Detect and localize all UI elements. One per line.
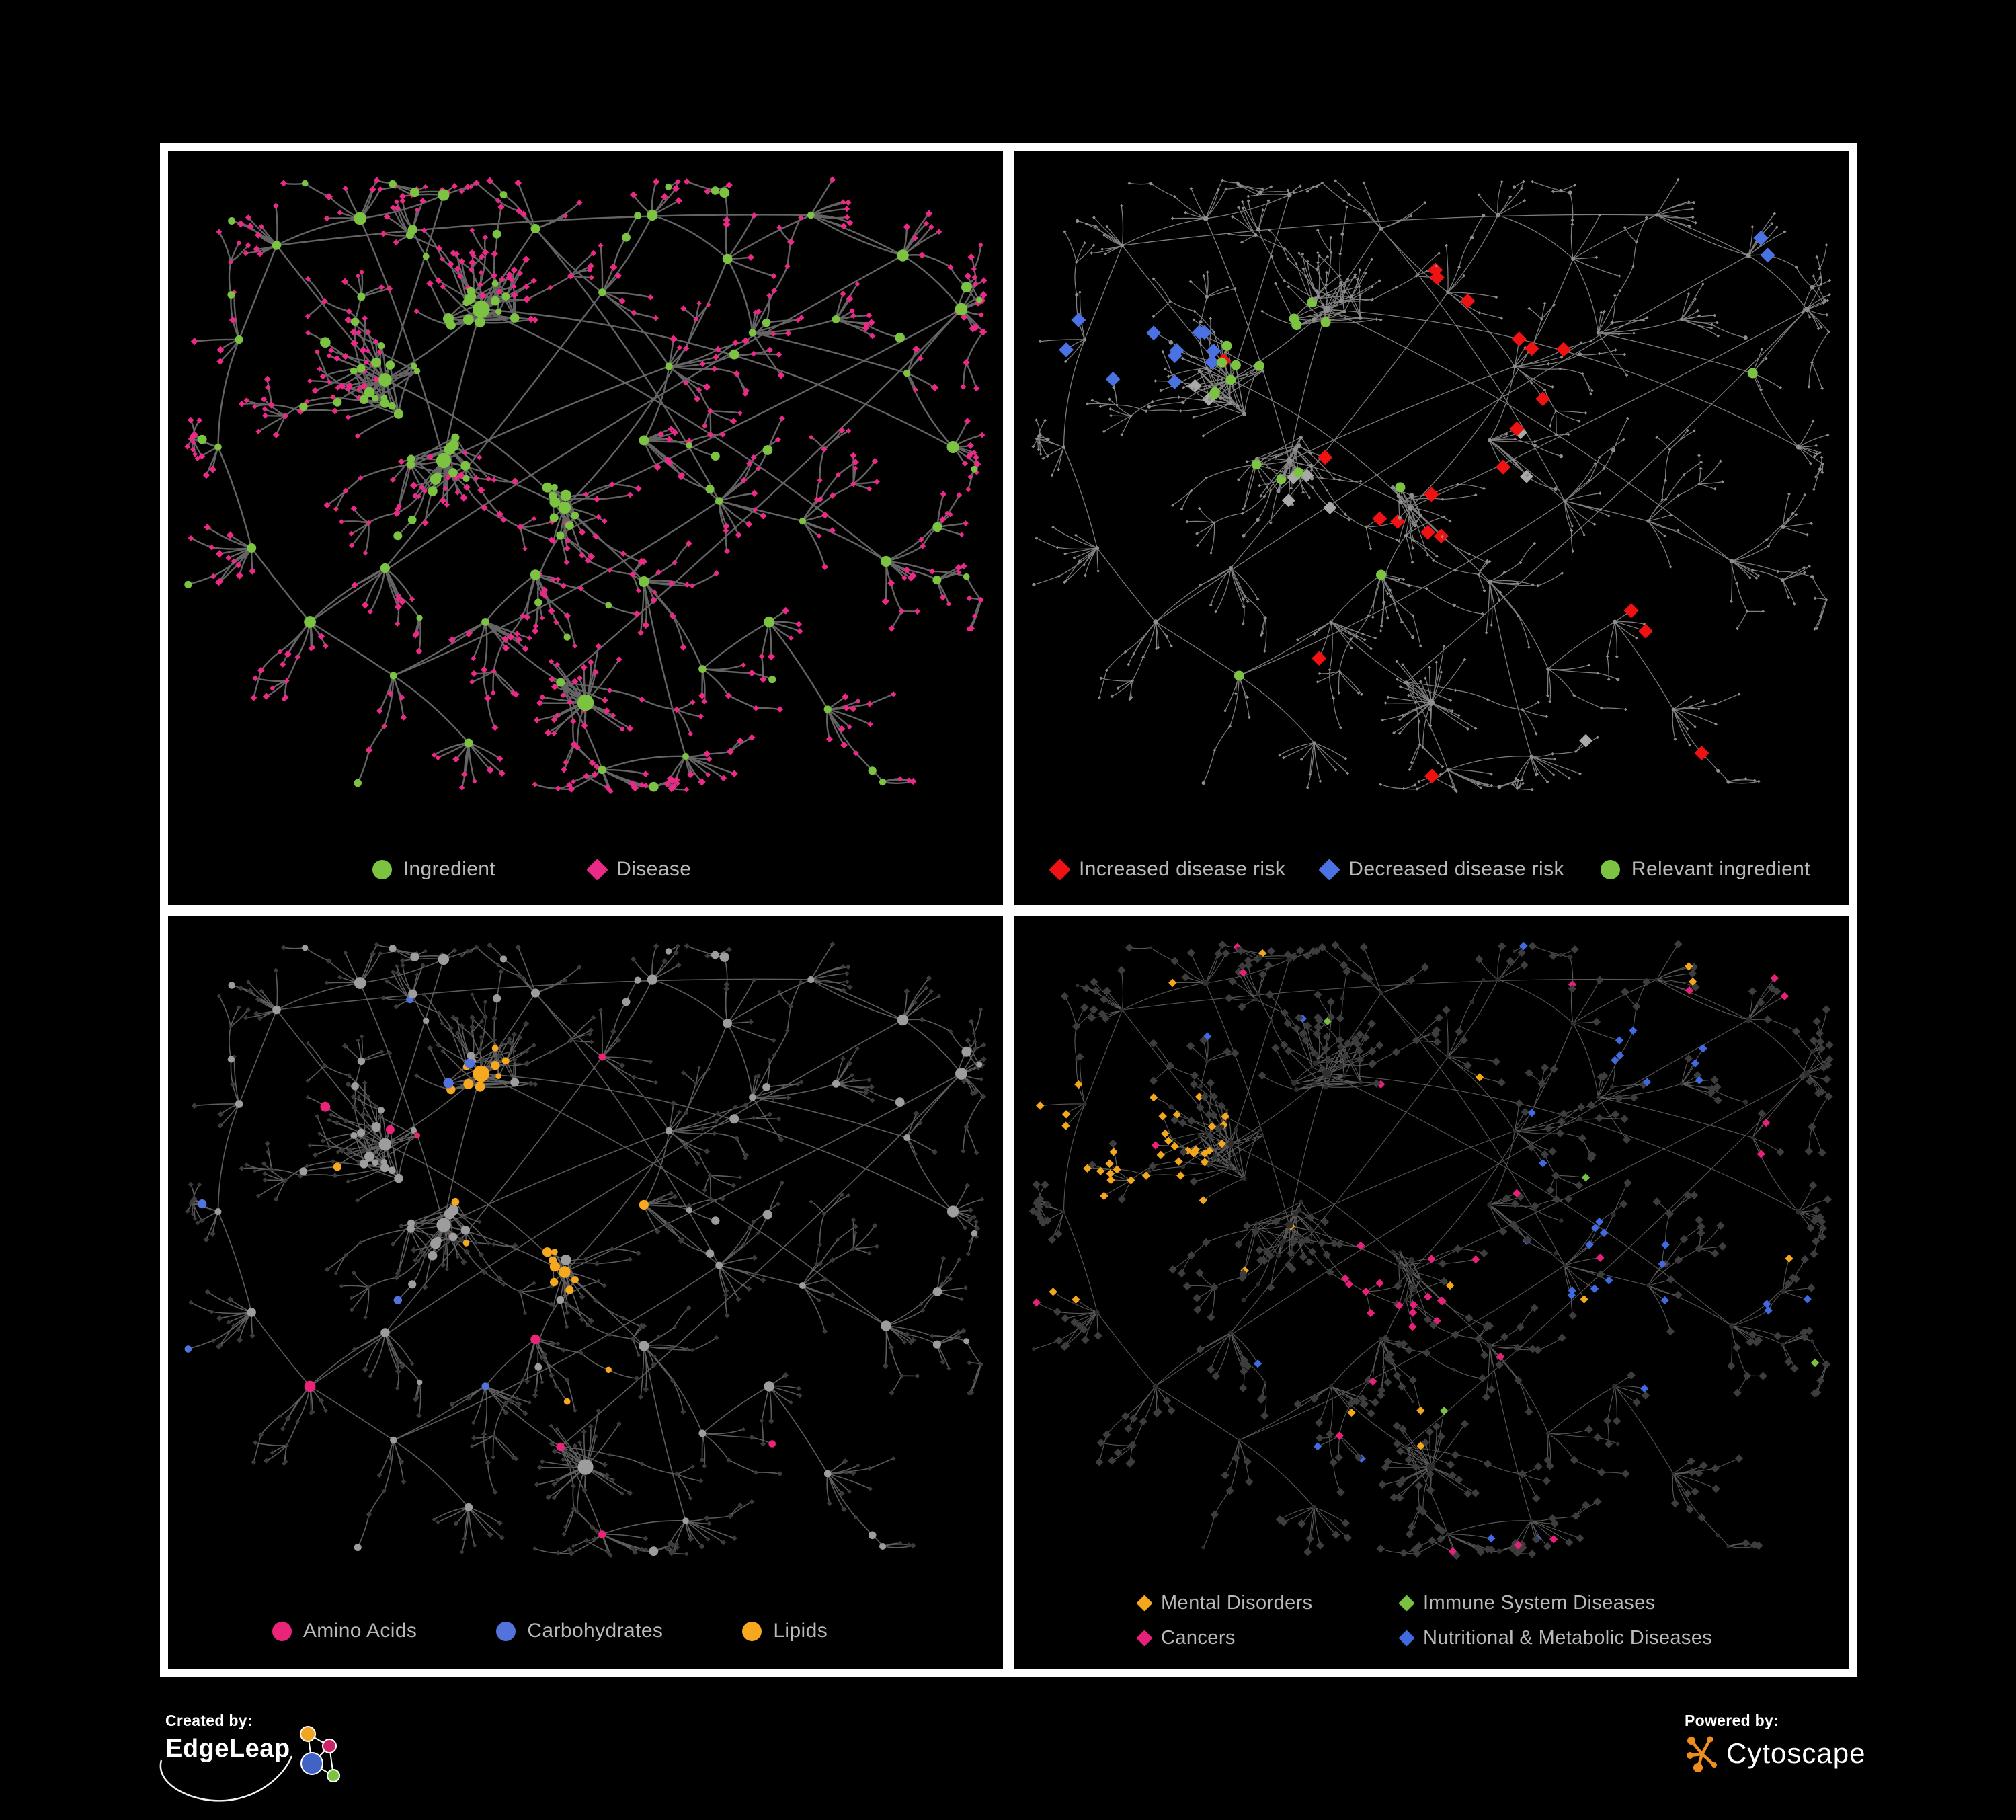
legend-item: Cancers [1136, 1627, 1401, 1649]
nutritional-metabolic-swatch-diamond-icon [1398, 1630, 1415, 1647]
relevant-ingredient-swatch-circle-icon [1600, 859, 1620, 879]
cytoscape-wordmark: Cytoscape [1726, 1737, 1866, 1769]
edgeleap-wordmark: EdgeLeap [165, 1735, 290, 1763]
legend-label: Disease [616, 858, 692, 880]
panel-disease-classes: Mental Disorders Immune System Diseases … [1014, 916, 1849, 1669]
powered-by-label: Powered by: [1685, 1712, 1779, 1729]
legend-item: Immune System Diseases [1398, 1592, 1712, 1614]
cancers-swatch-diamond-icon [1136, 1630, 1153, 1647]
increased-risk-swatch-diamond-icon [1049, 858, 1071, 881]
created-by-label: Created by: [165, 1712, 253, 1729]
cytoscape-logo: Powered by: Cytoscape [1685, 1712, 1865, 1773]
legend-label: Relevant ingredient [1631, 858, 1810, 880]
legend-item: Lipids [742, 1620, 828, 1643]
ingredient-swatch-circle-icon [372, 859, 392, 879]
panel-ingredient-disease: Ingredient Disease [168, 151, 1003, 905]
legend-label: Immune System Diseases [1423, 1592, 1656, 1614]
network-graph-nutrient-classes [184, 941, 987, 1558]
legend-item: Increased disease risk [1049, 858, 1286, 881]
legend-label: Decreased disease risk [1348, 858, 1564, 880]
legend-label: Carbohydrates [527, 1620, 663, 1642]
immune-system-swatch-diamond-icon [1398, 1595, 1415, 1612]
panel-nutrient-classes: Amino Acids Carbohydrates Lipids [168, 916, 1003, 1669]
legend-item: Decreased disease risk [1318, 858, 1564, 881]
legend-disease-risk: Increased disease risk Decreased disease… [1014, 858, 1849, 881]
legend-label: Nutritional & Metabolic Diseases [1423, 1627, 1713, 1649]
edgeleap-network-icon [299, 1726, 340, 1782]
disease-swatch-diamond-icon [586, 858, 608, 881]
network-graph-ingredient-disease [184, 176, 987, 794]
network-graph-disease-risk [1031, 177, 1832, 793]
legend-item: Ingredient [372, 858, 495, 881]
cytoscape-icon [1687, 1736, 1717, 1772]
legend-label: Lipids [773, 1620, 828, 1642]
legend-ingredient-disease: Ingredient Disease [168, 858, 949, 881]
panels-frame: Ingredient Disease Increased disease ris… [160, 143, 1857, 1677]
legend-nutrient-classes: Amino Acids Carbohydrates Lipids [168, 1620, 967, 1643]
legend-label: Cancers [1161, 1627, 1236, 1649]
lipids-swatch-circle-icon [742, 1621, 762, 1641]
mental-disorders-swatch-diamond-icon [1136, 1595, 1153, 1612]
legend-item: Amino Acids [272, 1620, 417, 1643]
amino-acids-swatch-circle-icon [272, 1621, 292, 1641]
legend-item: Carbohydrates [496, 1620, 663, 1643]
legend-disease-classes: Mental Disorders Immune System Diseases … [1136, 1592, 1713, 1649]
decreased-risk-swatch-diamond-icon [1318, 858, 1341, 881]
legend-label: Ingredient [403, 858, 496, 880]
legend-item: Nutritional & Metabolic Diseases [1398, 1627, 1713, 1649]
legend-item: Relevant ingredient [1600, 858, 1810, 881]
panel-disease-risk: Increased disease risk Decreased disease… [1014, 151, 1849, 905]
legend-label: Amino Acids [303, 1620, 417, 1642]
carbohydrates-swatch-circle-icon [496, 1621, 516, 1641]
edgeleap-logo: Created by: EdgeLeap [159, 1712, 344, 1802]
legend-label: Increased disease risk [1079, 858, 1286, 880]
legend-label: Mental Disorders [1161, 1592, 1313, 1614]
legend-item: Mental Disorders [1136, 1592, 1401, 1614]
legend-item: Disease [586, 858, 692, 881]
network-graph-disease-classes [1029, 940, 1834, 1560]
